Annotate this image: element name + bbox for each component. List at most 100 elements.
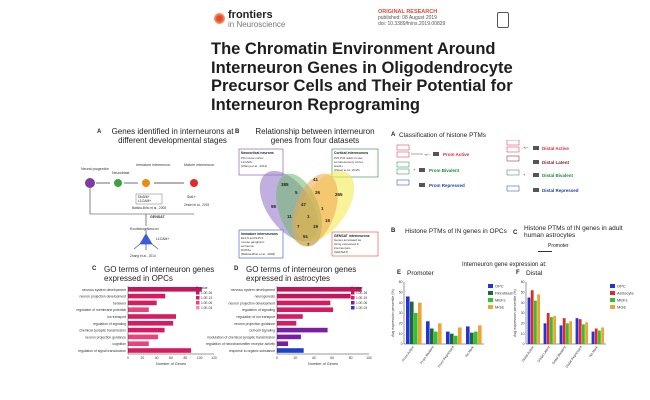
legend-swatch: [610, 291, 615, 295]
legend-label: MEFs: [495, 298, 505, 303]
venn-count: 1: [321, 206, 324, 211]
venn-box-bl-title: Immature interneurons: [241, 232, 278, 236]
panel-d-letter: D: [234, 266, 239, 272]
go-bar: [128, 348, 192, 353]
go-term-label: modulation of chemical synaptic transmis…: [207, 335, 275, 339]
legend-label: 1.0E-06: [356, 301, 367, 305]
legend-label: MEFs: [617, 298, 627, 303]
doi: doi: 10.3389/fnins.2019.00829: [378, 21, 446, 27]
label-distal-latent: Distal Latent: [542, 160, 570, 165]
panel-a-letter: A: [97, 129, 102, 135]
go-term-label: neuron projection development: [228, 301, 275, 305]
expression-bar: [410, 301, 414, 344]
go-term-label: regulation of membrane potential: [76, 308, 126, 312]
go-term-label: ion transport: [107, 315, 126, 319]
go-term-label: regulation of ion transport: [237, 315, 276, 319]
x-tick-label: No Mark: [588, 345, 599, 358]
panel-c-right-legend: Promoter: [548, 243, 569, 249]
go-term-label: nervous system development: [82, 288, 126, 292]
expression-bar: [454, 335, 458, 344]
x-tick-label: 80: [183, 356, 187, 360]
x-tick-label: Distal Bivalent: [551, 345, 567, 365]
x-tick-label: Distal Repressed: [565, 345, 583, 369]
immature-interneuron-icon: [142, 179, 150, 187]
legend-label: OPC: [495, 284, 504, 289]
go-term-label: cognition: [112, 342, 126, 346]
panel-a-diagram: Neural progenitor Neuroblast Immature in…: [81, 163, 214, 258]
cite-gensat: Zhang et al., 2014: [130, 254, 156, 258]
panel-f-subtitle: Distal: [526, 270, 543, 277]
venn-box-br-line: being expressed in: [334, 242, 360, 246]
legend-label: Astrocyte: [617, 291, 634, 296]
expression-bar: [575, 318, 579, 344]
label-distal-bivalent: Distal Bivalent: [542, 173, 574, 178]
expression-bar: [474, 331, 478, 344]
x-axis-label: Number of Genes: [156, 362, 186, 366]
go-bar: [128, 327, 165, 333]
venn-count: 7: [297, 224, 300, 229]
legend-swatch: [488, 298, 493, 302]
expression-bar: [430, 328, 434, 344]
expression-bar: [591, 331, 595, 344]
panel-b-letter: B: [235, 129, 240, 135]
legend-label: 1.0E-19: [356, 296, 367, 300]
y-tick-label: 20: [521, 322, 525, 326]
venn-box-tr-line: (Zeisel et al., 2015): [334, 168, 360, 172]
panel-f-letter: F: [516, 270, 520, 276]
panel-b-title: Relationship between interneuron genes f…: [255, 127, 375, 145]
dlx-label: Dlx5/6+: [138, 195, 150, 199]
x-tick-label: 100: [197, 356, 203, 360]
venn-box-tl-line: P8 mouse cortex: [241, 156, 264, 160]
go-bar: [277, 327, 328, 333]
article-type: ORIGINAL RESEARCH: [378, 9, 438, 15]
expression-bar: [537, 294, 540, 344]
panel-c-right-letter: C: [513, 230, 518, 236]
label-distal-active: Distal Active: [542, 146, 569, 151]
x-tick-label: 120: [211, 356, 217, 360]
cite-mature: Zeisel et al., 2015: [184, 203, 209, 207]
go-bar: [277, 300, 331, 306]
expression-bar: [569, 321, 572, 344]
immature-label: Immature interneuron: [136, 163, 170, 167]
expression-bar: [559, 325, 563, 344]
go-bar: [128, 341, 149, 346]
x-tick-label: 20: [294, 356, 298, 360]
expression-bar: [546, 313, 550, 344]
venn-count: 41: [313, 177, 319, 182]
x-tick-label: 40: [312, 356, 316, 360]
legend-swatch: [196, 291, 200, 295]
go-term-label: neurogenesis: [255, 295, 276, 299]
panel-a-title: Genes identified in interneurons at diff…: [111, 127, 234, 145]
x-tick-label: Prom Active: [401, 345, 415, 362]
venn-box-tr-line: P21 P31 adult mouse: [334, 156, 363, 160]
panel-c-letter: C: [92, 266, 97, 272]
legend-label: OPC: [617, 284, 626, 289]
y-tick-label: 60: [399, 280, 403, 284]
y-tick-label: 50: [521, 291, 525, 295]
neuroblast-icon: [114, 179, 122, 187]
go-term-label: regulation of signaling: [242, 308, 275, 312]
expression-bar: [553, 316, 556, 344]
legend-swatch: [610, 284, 615, 288]
x-tick-label: 20: [140, 356, 144, 360]
x-tick-label: Prom Bivalent: [419, 345, 434, 365]
promoter-legend-line: [538, 251, 552, 252]
expression-bar: [434, 331, 438, 344]
panel-e-subtitle: Promoter: [407, 270, 434, 277]
neural-progenitor-icon: [85, 178, 95, 188]
venn-count: 7: [307, 242, 310, 247]
expression-bar: [438, 323, 442, 344]
legend-swatch: [488, 305, 493, 309]
x-tick-label: 80: [349, 356, 353, 360]
panel-a-right-letter: A: [391, 132, 396, 138]
expression-bar: [466, 326, 470, 344]
expression-bar: [543, 323, 547, 344]
legend-swatch: [351, 291, 355, 295]
go-opc-chart: nervous system development neuron project…: [76, 286, 217, 366]
x-tick-label: Prom Repressed: [437, 345, 455, 368]
legend-swatch: [351, 296, 355, 300]
venn-box-bl-line: (Batista-Brito et al., 2008): [241, 252, 275, 256]
x-tick-label: 100: [366, 356, 372, 360]
venn-count: 47: [301, 202, 307, 207]
l1cam-gensat-label: L1CAM+: [156, 237, 169, 241]
